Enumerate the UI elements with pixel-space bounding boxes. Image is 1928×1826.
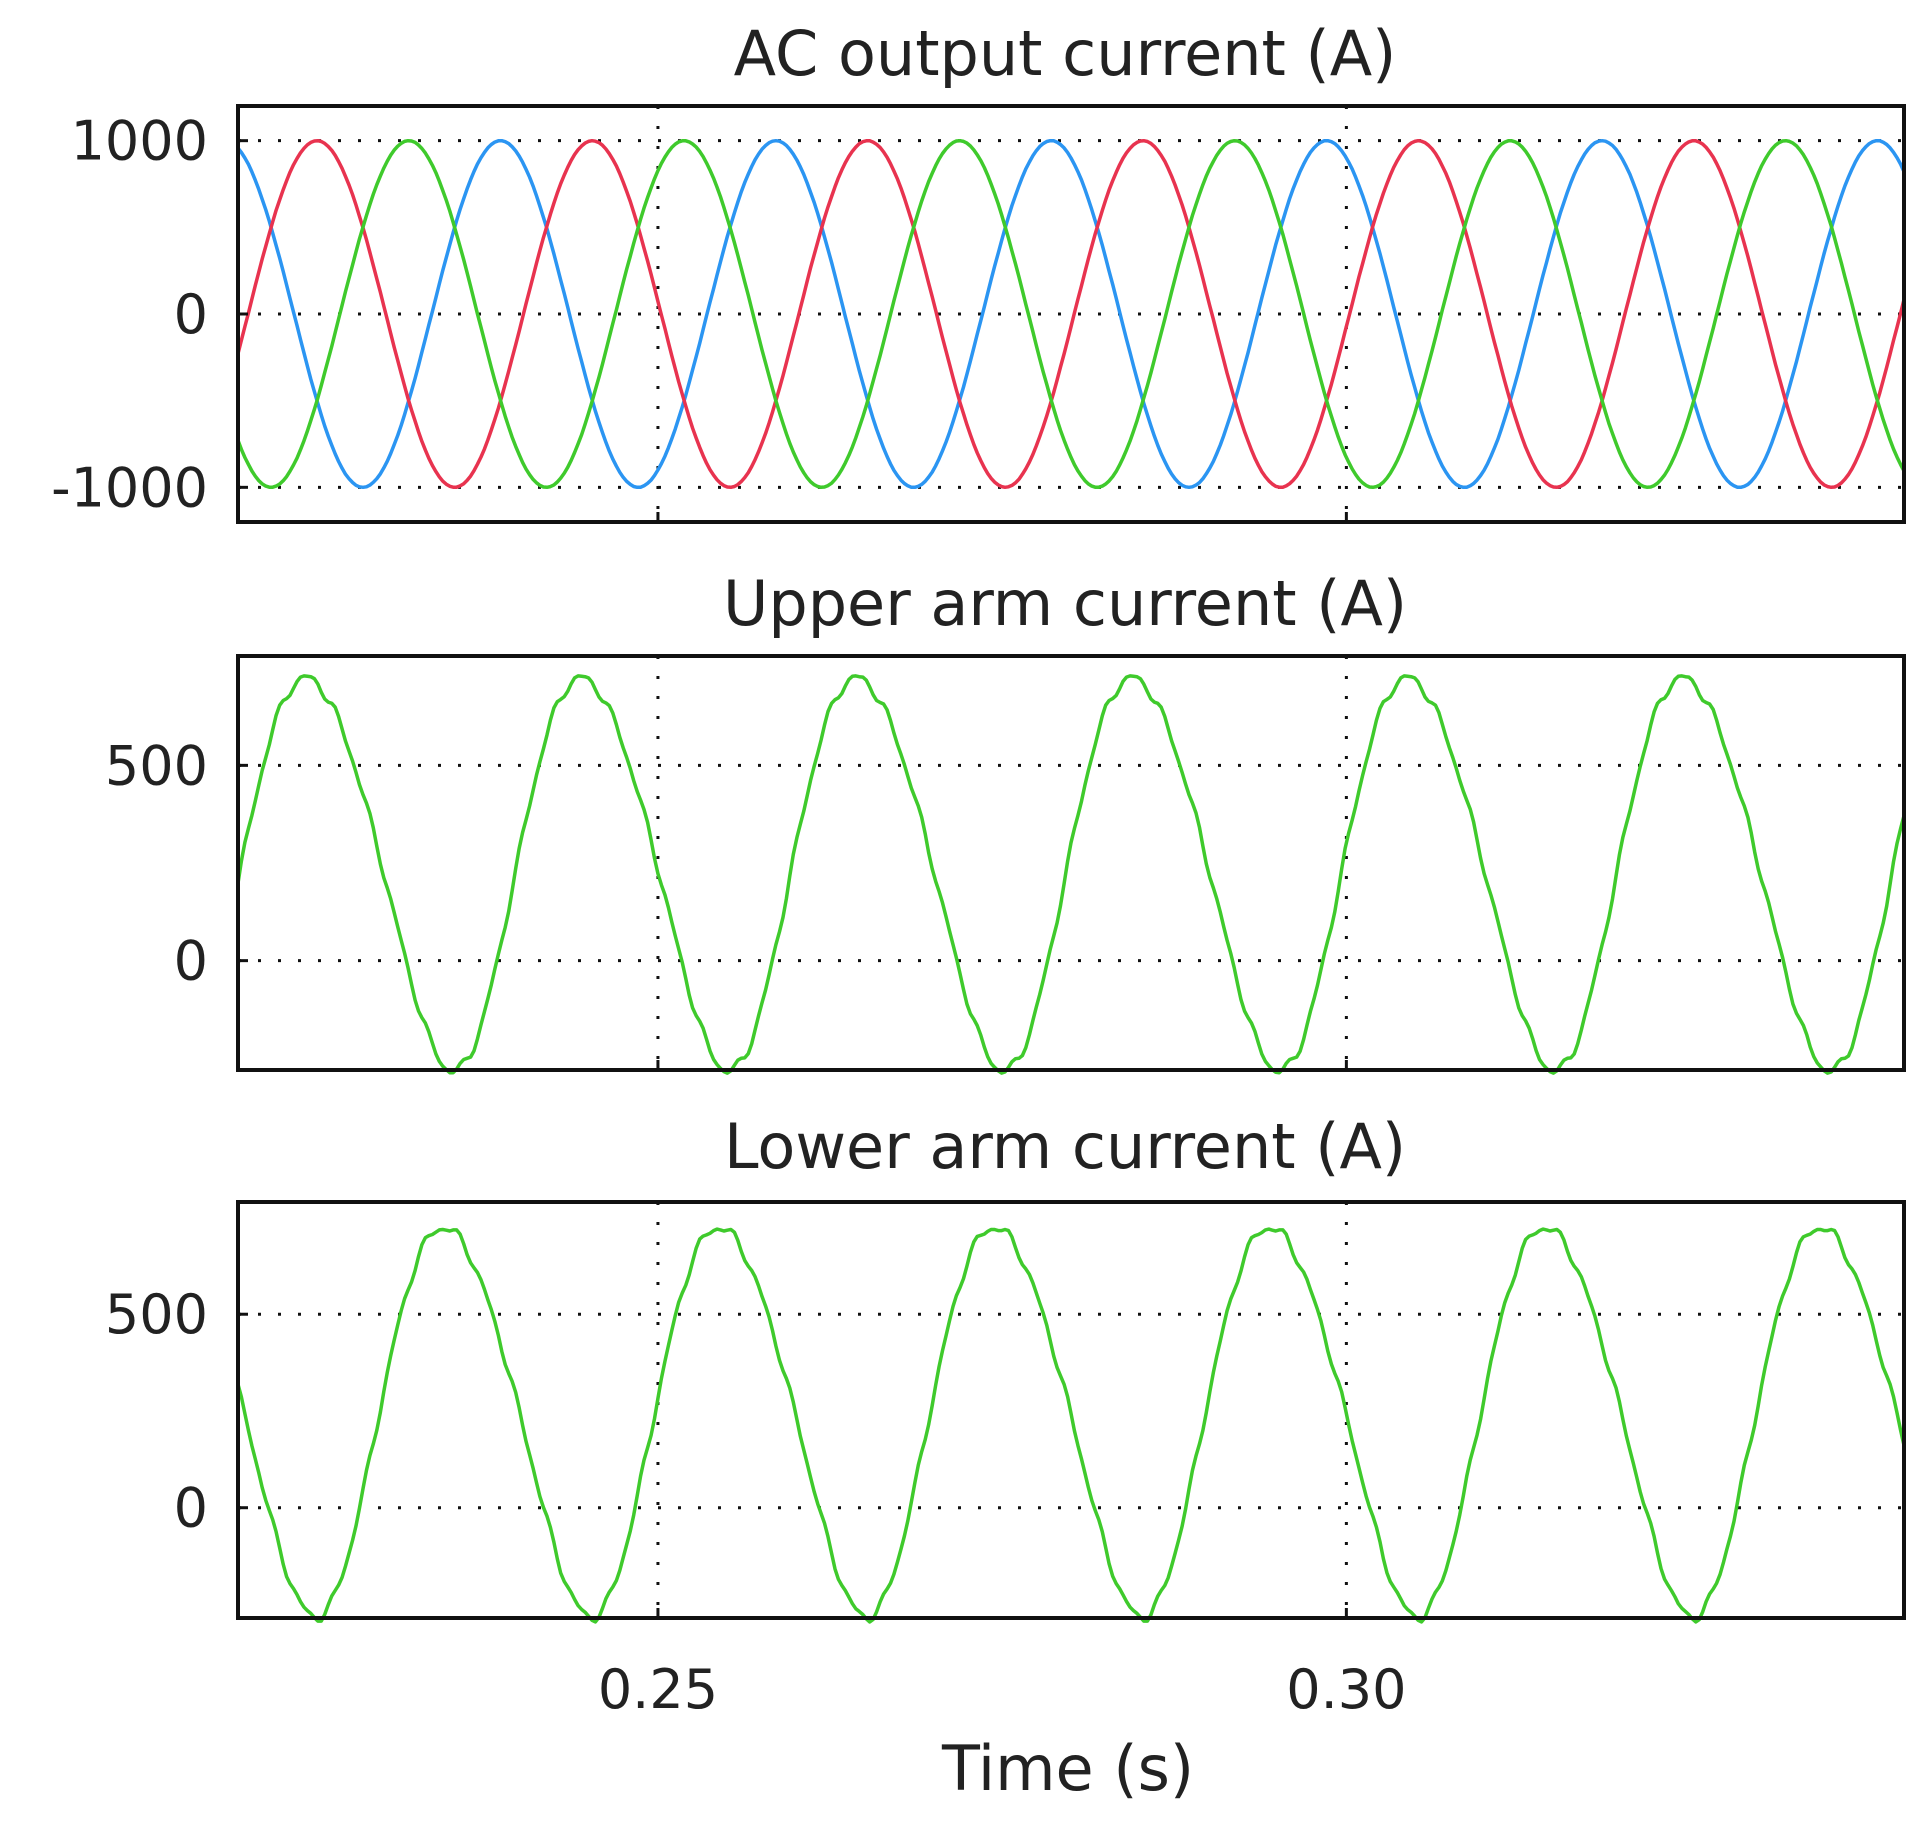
- y-tick-label: 0: [174, 283, 208, 346]
- panel-upper-arm-current: Upper arm current (A) 0 500: [105, 567, 1906, 1075]
- x-tick-label: 0.30: [1286, 1658, 1406, 1721]
- x-axis-label: Time (s): [941, 1732, 1194, 1805]
- series-group: [236, 138, 1906, 490]
- panel-title: Upper arm current (A): [723, 567, 1407, 640]
- x-tick-labels: 0.25 0.30: [598, 1658, 1407, 1721]
- series-group: [236, 1227, 1906, 1624]
- panel-title: Lower arm current (A): [724, 1110, 1406, 1183]
- y-tick-label: 1000: [71, 110, 208, 173]
- plot-frame: [236, 1200, 1906, 1620]
- y-tick-label: 500: [105, 734, 208, 797]
- tick-group: 0 500: [105, 734, 1348, 1070]
- series-line-0: [236, 674, 1906, 1075]
- series-line-1: [236, 138, 1906, 490]
- tick-group: 0 500: [105, 1283, 1348, 1618]
- plot-frame: [236, 654, 1906, 1072]
- series-line-0: [236, 1227, 1906, 1624]
- x-tick-label: 0.25: [598, 1658, 718, 1721]
- series-line-2: [236, 138, 1906, 490]
- y-tick-label: 500: [105, 1283, 208, 1346]
- tick-group: -1000 0 1000: [51, 110, 1348, 522]
- series-group: [236, 674, 1906, 1075]
- y-tick-label: 0: [174, 930, 208, 993]
- panel-lower-arm-current: Lower arm current (A) 0 500: [105, 1110, 1906, 1624]
- panel-title: AC output current (A): [734, 17, 1397, 90]
- series-line-0: [236, 138, 1906, 490]
- panel-ac-output-current: AC output current (A) -1000 0 1000: [51, 17, 1906, 524]
- y-tick-label: 0: [174, 1477, 208, 1540]
- y-tick-label: -1000: [51, 456, 208, 519]
